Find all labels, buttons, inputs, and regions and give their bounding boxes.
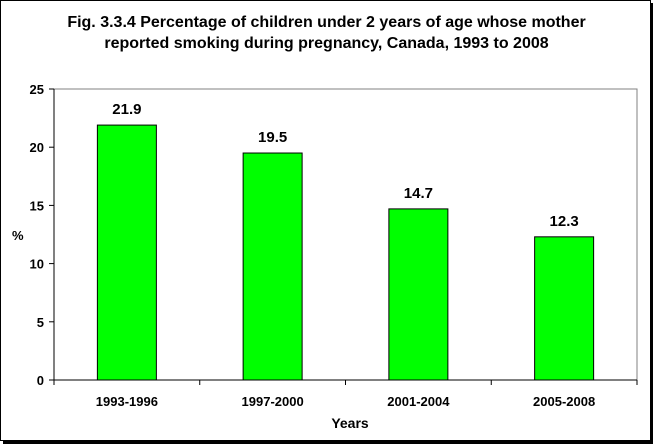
bar-data-label: 21.9 [112,101,141,118]
chart-title-line-2: reported smoking during pregnancy, Canad… [104,35,549,52]
bar [534,236,595,381]
bar-data-label: 12.3 [550,213,579,230]
y-axis-label: % [12,228,24,243]
y-tick-label: 5 [37,315,44,330]
y-tick-label: 15 [30,198,44,213]
bar [242,152,303,381]
bar [96,124,157,381]
x-tick-label: 1997-2000 [242,394,304,409]
bar-data-label: 14.7 [404,185,433,202]
y-tick-label: 10 [30,257,44,272]
chart-title: Fig. 3.3.4 Percentage of children under … [0,12,653,54]
x-tick-label: 1993-1996 [96,394,158,409]
chart-title-line-1: Fig. 3.3.4 Percentage of children under … [67,14,586,31]
y-tick-label: 25 [30,82,44,97]
y-tick-label: 20 [30,140,44,155]
bar-data-label: 19.5 [258,129,287,146]
bar [388,208,449,381]
x-tick-label: 2005-2008 [533,394,595,409]
y-tick-label: 0 [37,373,44,388]
x-axis-label: Years [331,415,369,431]
x-tick-label: 2001-2004 [387,394,450,409]
